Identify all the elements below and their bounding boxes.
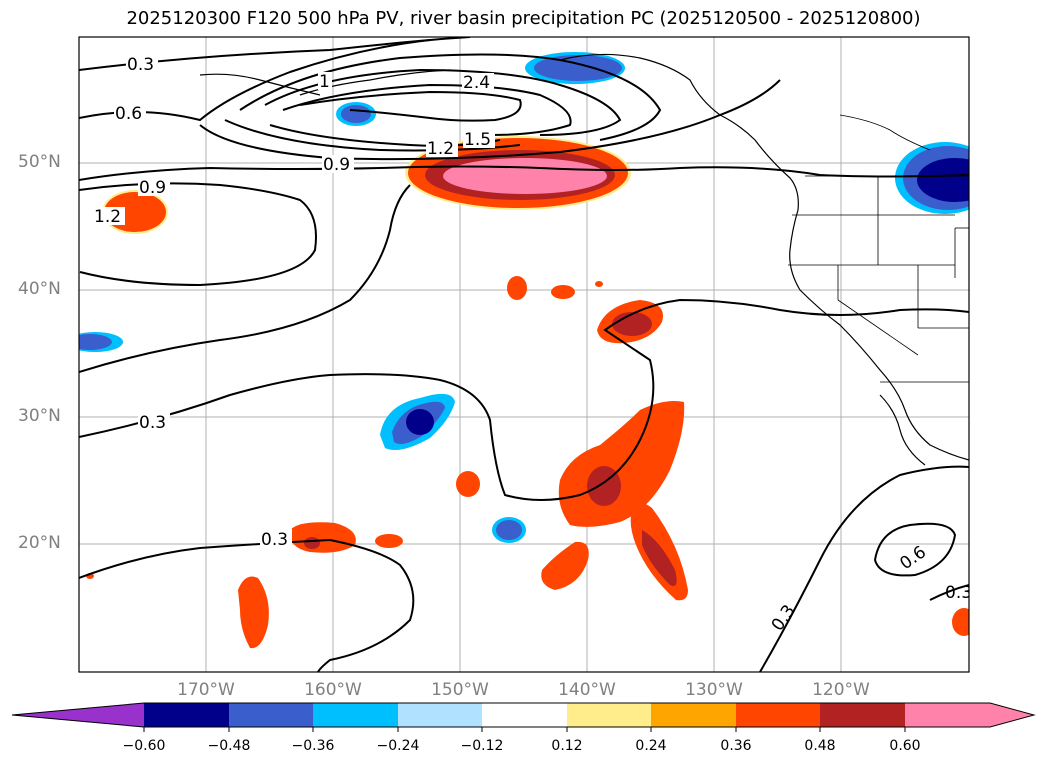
lon-label-140w: 140°W [558,680,616,700]
contour-label: 0.3 [139,413,166,433]
contour-label: 2.4 [463,73,490,93]
colorbar-tick-label: −0.48 [207,738,251,754]
map-frame [78,36,970,673]
contour-label: 0.3 [127,55,154,75]
colorbar-tick-label: 0.36 [720,738,752,754]
lat-label-50n: 50°N [18,152,61,172]
precip-blob-15n [238,576,269,649]
colorbar [11,702,1036,732]
contour-label: 1.5 [464,130,491,150]
contour-label: 0.9 [323,155,350,175]
pv-contours [79,37,969,672]
precip-blob-18n [541,541,589,590]
contour-label: 0.3 [945,583,972,603]
lon-label-130w: 130°W [685,680,743,700]
contour-labels: 0.3 0.6 1 2.4 1.2 1.5 0.9 0.9 1.2 0.3 0.… [93,55,972,635]
precip-blob-east-edge [952,608,969,636]
precip-blob-small-a [507,276,527,300]
lat-label-30n: 30°N [18,406,61,426]
lat-label-40n: 40°N [18,279,61,299]
colorbar-tick-label: −0.12 [460,738,504,754]
colorbar-tick-label: 0.24 [635,738,667,754]
colorbar-tick-label: −0.24 [376,738,420,754]
contour-label: 1.2 [94,207,121,227]
map-title: 2025120300 F120 500 hPa PV, river basin … [126,8,921,29]
colorbar-tick-label: 0.48 [804,738,836,754]
colorbar-tick-label: −0.60 [122,738,166,754]
contour-label: 0.6 [115,104,142,124]
contour-label: 1.2 [427,139,454,159]
map-area: 0.3 0.6 1 2.4 1.2 1.5 0.9 0.9 1.2 0.3 0.… [79,37,972,672]
lon-label-120w: 120°W [812,680,870,700]
precip-blob-small-b [551,285,575,299]
precip-blob-25n [456,471,480,497]
colorbar-tick-label: 0.60 [889,738,921,754]
colorbar-extend-min [12,703,144,727]
precip-shading [79,52,969,649]
colorbar-tick-label: 0.12 [551,738,583,754]
colorbar-extend-max [990,703,1034,727]
lon-label-160w: 160°W [304,680,362,700]
contour-label: 1 [319,72,330,92]
lon-label-150w: 150°W [431,680,489,700]
colorbar-tick-label: −0.36 [291,738,335,754]
lon-label-170w: 170°W [177,680,235,700]
contour-label: 0.3 [261,530,288,550]
contour-label: 0.9 [139,178,166,198]
lat-label-20n: 20°N [18,533,61,553]
